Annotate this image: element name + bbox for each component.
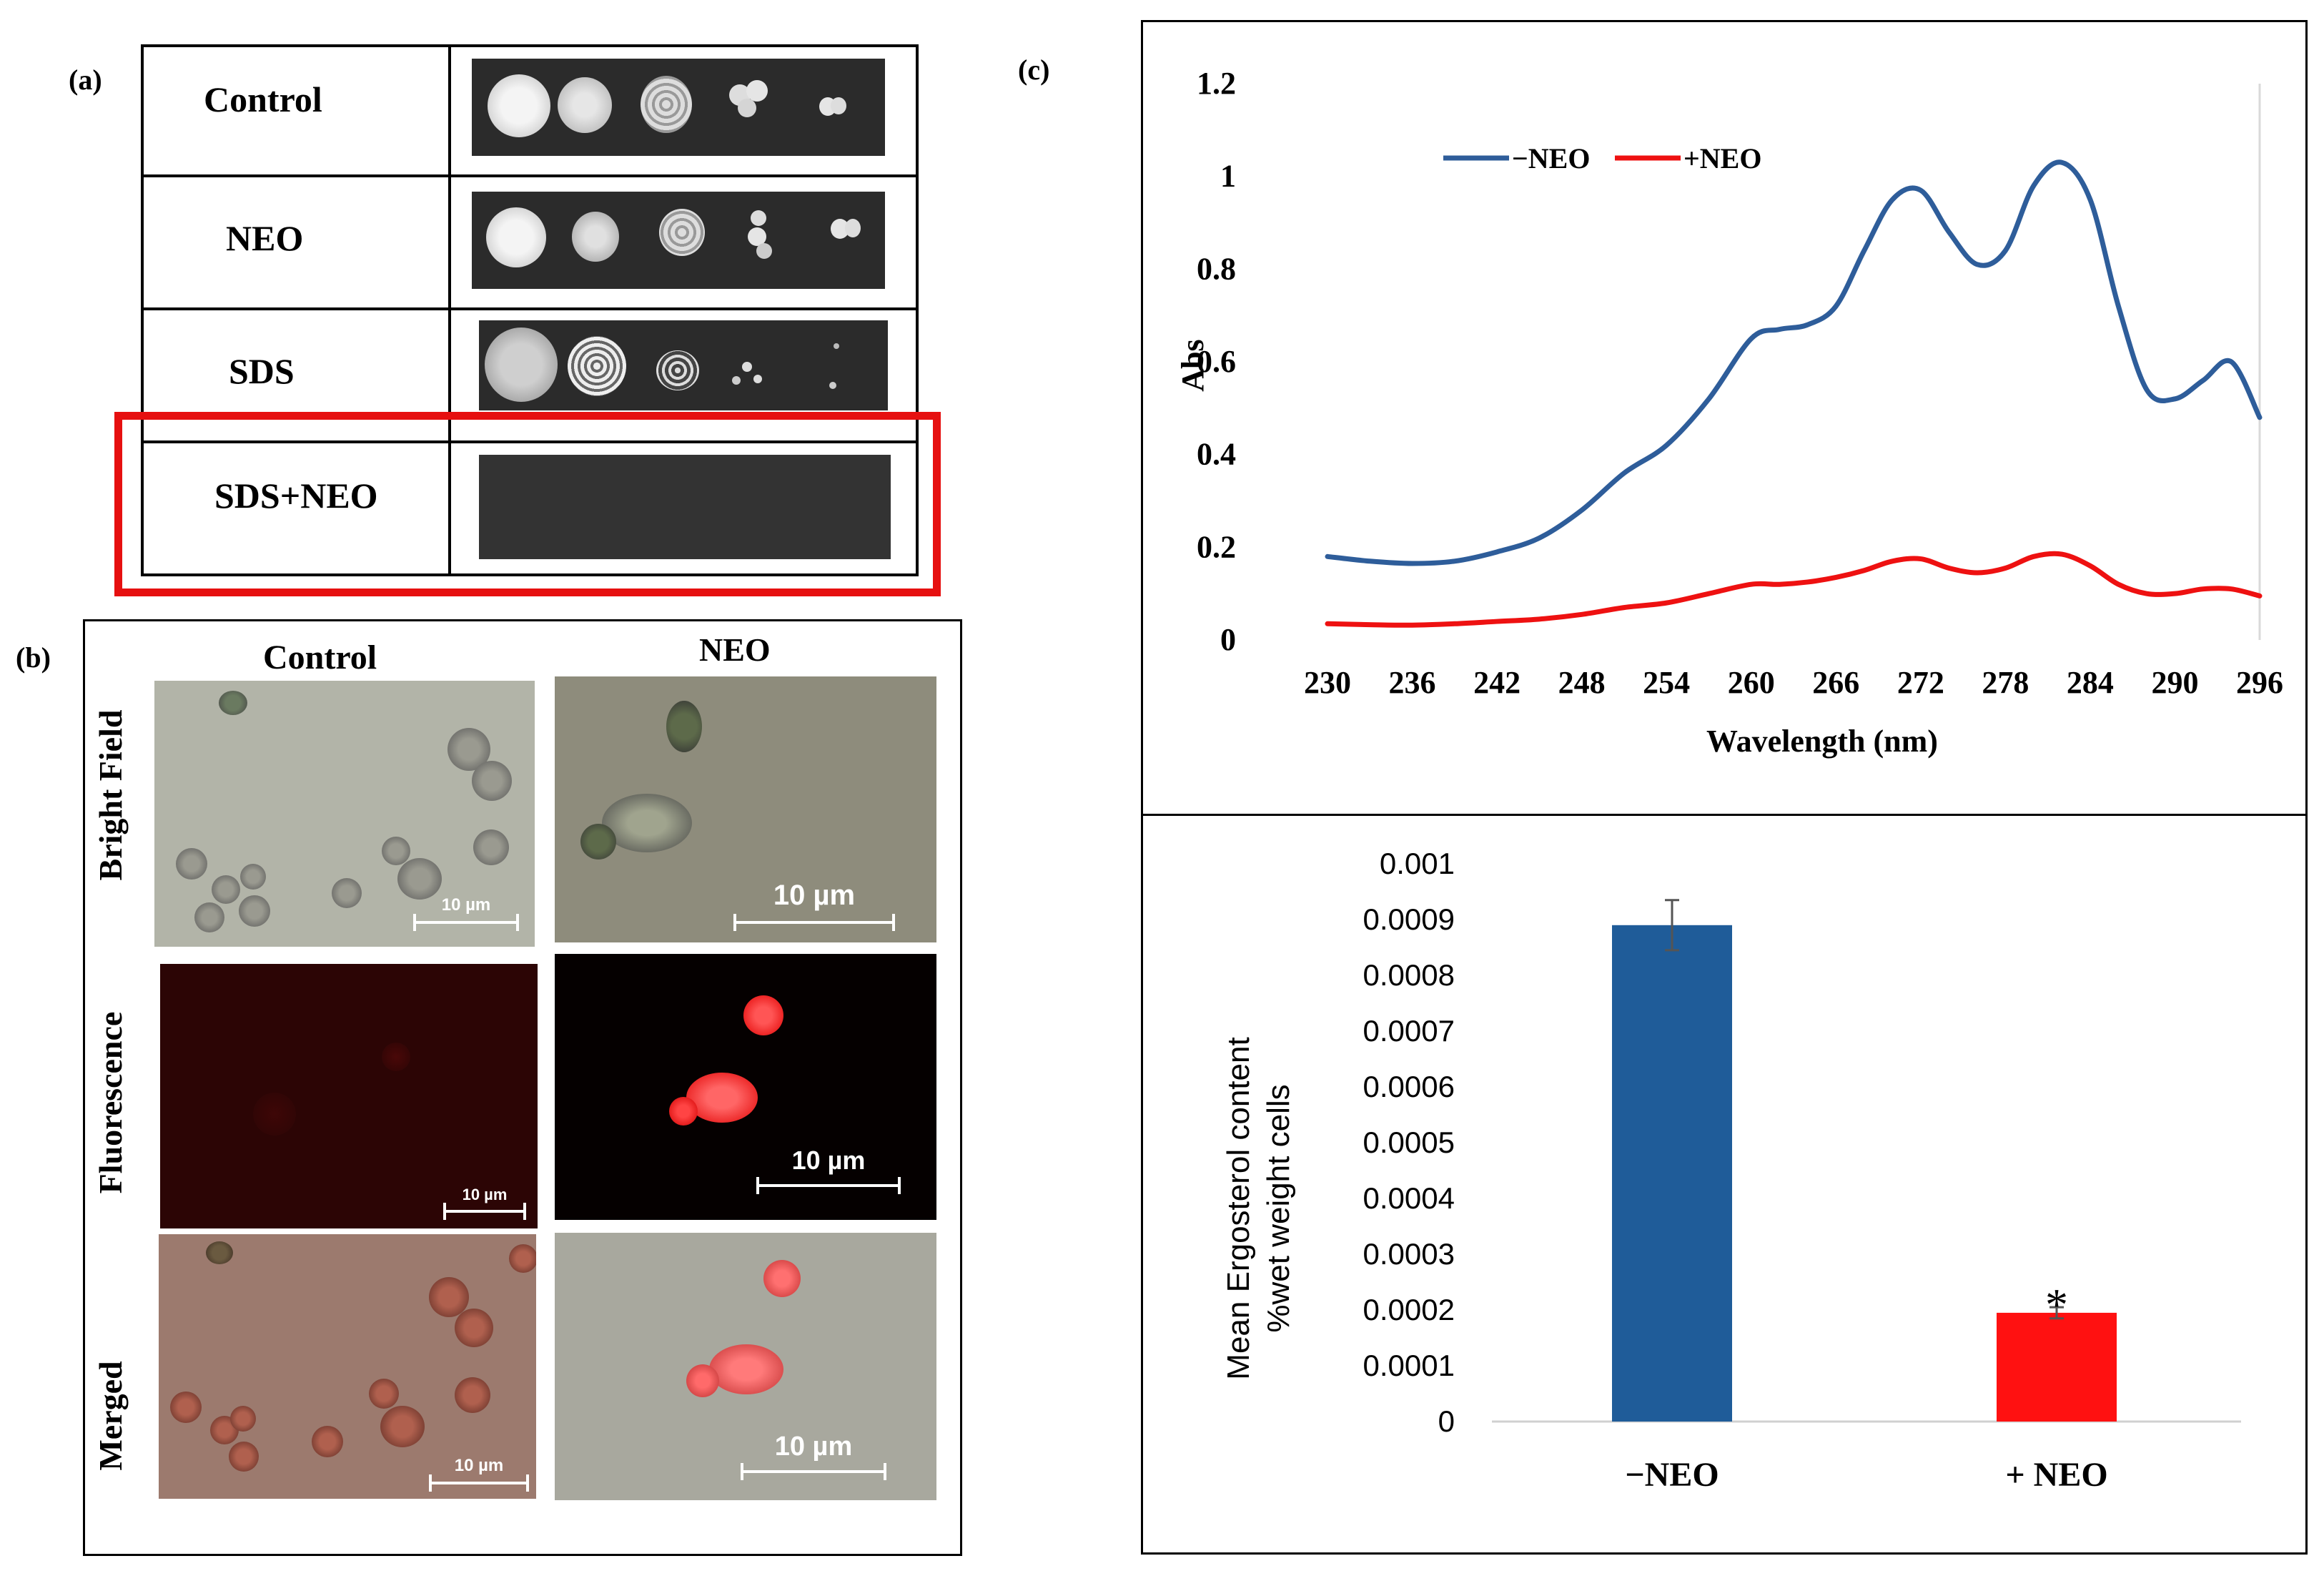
highlight-box (114, 412, 941, 596)
panel-c-divider (1141, 814, 2308, 816)
bar-plus-neo (1997, 1312, 2117, 1422)
y-tick-label: 0 (1220, 622, 1236, 657)
y-tick-label: 0.0002 (1363, 1293, 1455, 1326)
image-fluorescence-neo: 10 µm (555, 954, 936, 1220)
y-axis-label: Abs (1175, 339, 1210, 391)
x-tick-label: 272 (1897, 665, 1944, 700)
x-tick-label: 260 (1728, 665, 1775, 700)
panel-c-label: (c) (1018, 54, 1050, 86)
panel-b-label: (b) (16, 641, 51, 674)
image-merged-neo: 10 µm (555, 1233, 936, 1500)
y-tick-label: 1 (1220, 159, 1236, 194)
y-tick-label: 0.001 (1380, 847, 1455, 880)
legend-entry: −NEO (1512, 142, 1590, 174)
ergosterol-bar-chart: 0 0.0001 0.0002 0.0003 0.0004 0.0005 0.0006 0.0… (1221, 847, 2241, 1494)
y-axis-label-line-2: %wet weight cells (1261, 1084, 1296, 1332)
x-tick-label: 284 (2067, 665, 2114, 700)
row-label-bright-field: Bright Field (92, 709, 129, 881)
y-tick-label: 0.2 (1197, 529, 1236, 564)
row-label-sds-neo: SDS+NEO (214, 476, 378, 516)
y-tick-label: 0.0009 (1363, 902, 1455, 936)
x-tick-label: 230 (1304, 665, 1351, 700)
row-label-control: Control (204, 79, 322, 119)
column-header-control: Control (263, 639, 377, 676)
y-tick-label: 0.0005 (1363, 1126, 1455, 1159)
scale-bar-label: 10 µm (791, 1146, 866, 1175)
y-tick-label: 0.0008 (1363, 958, 1455, 992)
legend-entry: +NEO (1683, 142, 1761, 174)
y-tick-label: 0 (1438, 1404, 1455, 1438)
scale-bar-label: 10 µm (773, 880, 856, 911)
plate-control (472, 59, 885, 156)
scale-bar-label: 10 µm (774, 1432, 853, 1462)
image-bright-field-control: 10 µm (154, 681, 535, 947)
x-tick-label: −NEO (1625, 1456, 1719, 1494)
table-row-line (141, 174, 919, 177)
x-tick-label: 296 (2236, 665, 2283, 700)
x-tick-label: 254 (1643, 665, 1690, 700)
image-bright-field-neo: 10 µm (555, 676, 936, 942)
y-tick-label: 0.0007 (1363, 1014, 1455, 1048)
x-tick-label: 248 (1558, 665, 1606, 700)
row-label-sds: SDS (229, 351, 295, 391)
table-row-line (141, 440, 919, 443)
significance-asterisk: * (2045, 1279, 2068, 1330)
spot-assay-table (141, 44, 919, 576)
series-line-minus-neo (1325, 159, 2263, 566)
column-header-neo: NEO (699, 631, 771, 668)
table-row-line (141, 307, 919, 310)
absorbance-line-chart: 0 0.2 0.4 0.6 0.8 1 1.2 230 236 242 248 254 260 266 2… (1175, 66, 2283, 759)
x-tick-label: 266 (1812, 665, 1859, 700)
y-tick-label: 0.8 (1197, 251, 1236, 286)
y-tick-label: 0.4 (1197, 437, 1236, 472)
plate-neo (472, 192, 885, 289)
plate-sds (479, 320, 888, 410)
y-tick-label: 1.2 (1197, 66, 1236, 101)
y-tick-label: 0.0004 (1363, 1181, 1455, 1215)
x-tick-label: 278 (1982, 665, 2029, 700)
x-tick-label: 242 (1473, 665, 1521, 700)
y-axis-label-line-1: Mean Ergosterol content (1221, 1037, 1256, 1379)
panel-c-frame (1141, 20, 2308, 1555)
series-line-plus-neo (1325, 551, 2263, 628)
y-tick-label: 0.0001 (1363, 1349, 1455, 1382)
bar-minus-neo (1612, 925, 1732, 1422)
y-tick-label: 0.0003 (1363, 1237, 1455, 1271)
row-label-neo: NEO (226, 218, 304, 258)
scale-bar-label: 10 µm (441, 895, 491, 915)
x-tick-label: 236 (1389, 665, 1436, 700)
y-tick-label: 0.0006 (1363, 1070, 1455, 1103)
row-label-merged: Merged (92, 1361, 129, 1471)
microscopy-panel-frame (83, 619, 962, 1556)
row-label-fluorescence: Fluorescence (92, 1011, 129, 1194)
y-tick-label: 0.6 (1197, 344, 1236, 379)
x-axis-label: Wavelength (nm) (1706, 724, 1938, 759)
image-merged-control: 10 µm (159, 1234, 536, 1499)
scale-bar-label: 10 µm (454, 1456, 504, 1475)
x-tick-label: 290 (2151, 665, 2198, 700)
scale-bar-label: 10 µm (462, 1186, 508, 1203)
x-tick-label: + NEO (2005, 1456, 2107, 1494)
plate-sds-neo (479, 455, 891, 559)
table-divider (448, 44, 451, 576)
panel-a-label: (a) (69, 64, 102, 96)
image-fluorescence-control: 10 µm (160, 964, 538, 1228)
